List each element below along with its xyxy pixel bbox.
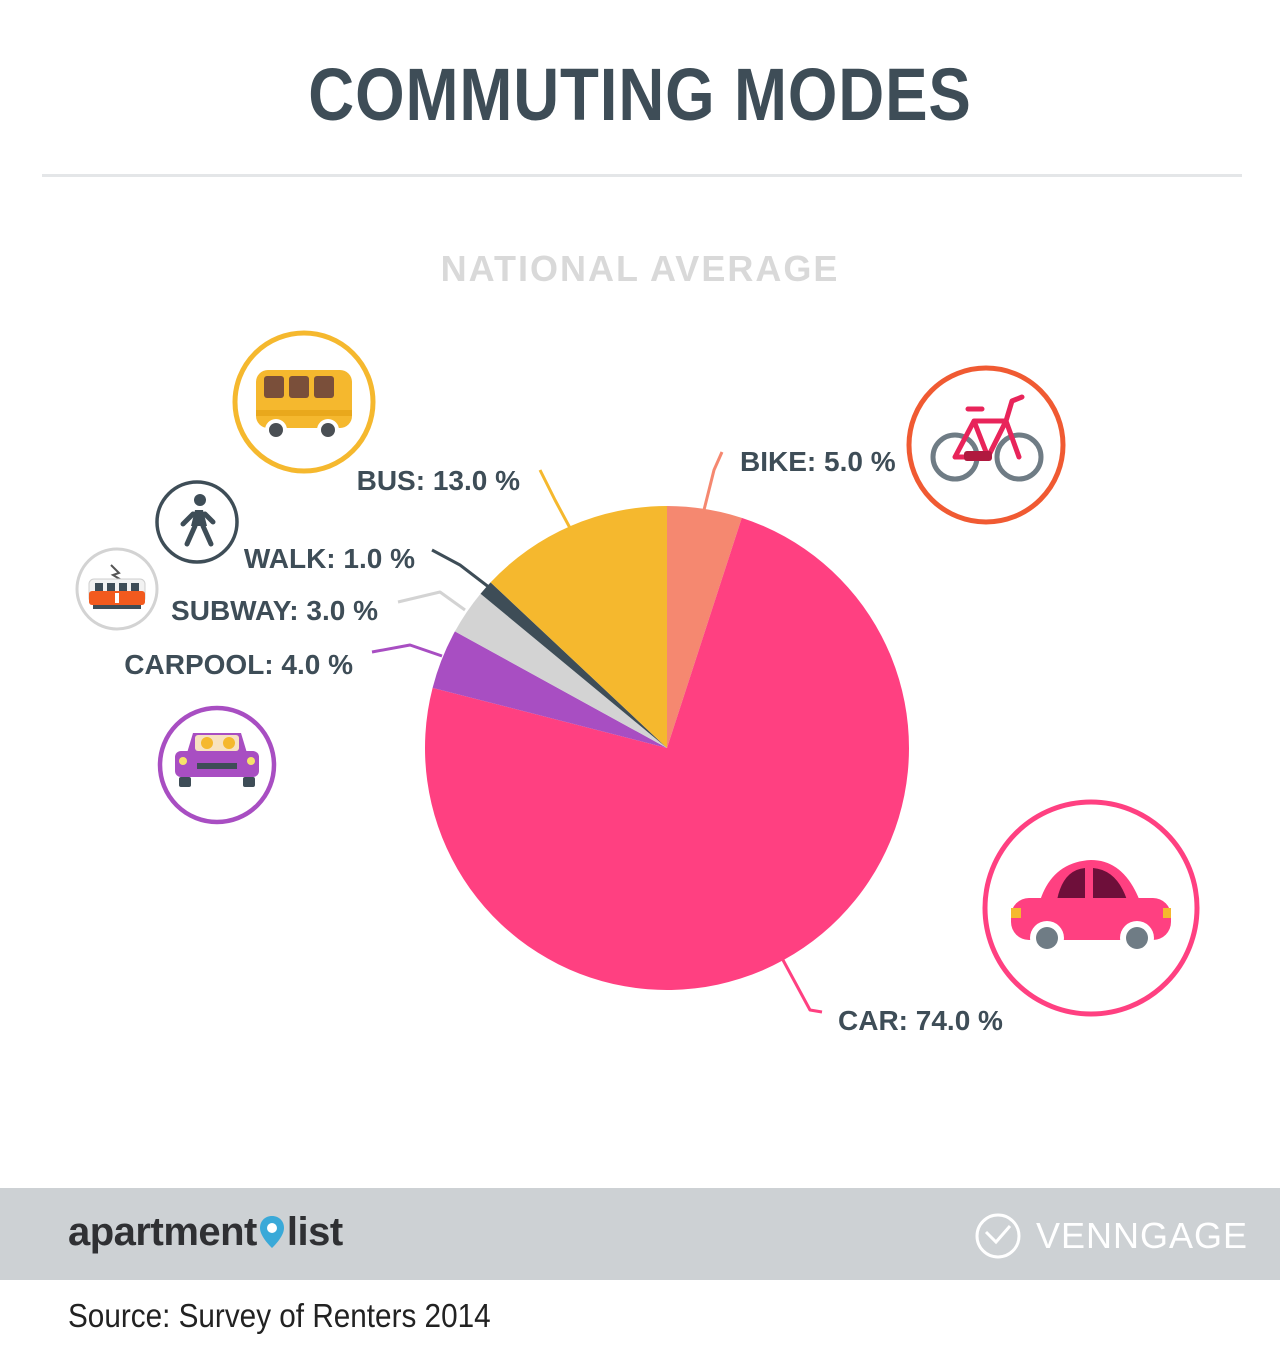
- slice-label-bus: BUS: 13.0 %: [357, 465, 520, 496]
- car-icon: [982, 799, 1200, 1017]
- pie-chart: BIKE: 5.0 % CAR: 74.0 % CARPOOL: 4.0 % SUBW…: [75, 330, 1200, 1036]
- slice-label-subway: SUBWAY: 3.0 %: [171, 595, 378, 626]
- slice-label-walk: WALK: 1.0 %: [244, 543, 415, 574]
- bicycle-icon: [906, 365, 1066, 525]
- map-pin-icon: [259, 1216, 284, 1248]
- leader-line-subway: [397, 590, 466, 612]
- pie-slice-walk: [480, 582, 667, 748]
- walking-person-icon: [155, 480, 239, 564]
- carpool-icon: [157, 705, 277, 825]
- chart-subtitle: NATIONAL AVERAGE: [440, 248, 840, 289]
- bus-icon: [232, 330, 376, 474]
- footer-bar: [0, 1188, 1280, 1280]
- pie-slice-bus: [490, 506, 667, 748]
- pie-slice-bike: [667, 506, 742, 748]
- title-divider: [42, 174, 1242, 177]
- venngage-text: VENNGAGE: [1035, 1215, 1248, 1256]
- leader-line-carpool: [371, 643, 443, 658]
- slice-label-carpool: CARPOOL: 4.0 %: [124, 649, 353, 680]
- leader-line-bus: [538, 469, 572, 529]
- page-title: COMMUTING MODES: [308, 53, 972, 136]
- venngage-logo: VENNGAGE: [974, 1212, 1248, 1260]
- leader-lines: [371, 451, 823, 1014]
- leader-line-car: [781, 959, 823, 1014]
- leader-line-walk: [431, 548, 491, 590]
- slice-label-car: CAR: 74.0 %: [838, 1005, 1003, 1036]
- leader-line-bike: [702, 451, 724, 511]
- subway-tram-icon: [75, 547, 159, 631]
- pie-slice-carpool: [432, 631, 667, 748]
- brand-word-list: list: [286, 1210, 343, 1254]
- slice-labels: BIKE: 5.0 % CAR: 74.0 % CARPOOL: 4.0 % SUBW…: [124, 446, 1003, 1036]
- pie-slices: [424, 506, 909, 990]
- slice-label-bike: BIKE: 5.0 %: [740, 446, 896, 477]
- pie-slice-subway: [454, 593, 667, 748]
- pie-slice-car: [424, 517, 909, 990]
- apartment-list-logo: apartment list: [68, 1210, 343, 1255]
- venngage-mark-icon: [975, 1213, 1021, 1259]
- brand-word-apartment: apartment: [68, 1210, 257, 1254]
- source-note: Source: Survey of Renters 2014: [68, 1297, 491, 1334]
